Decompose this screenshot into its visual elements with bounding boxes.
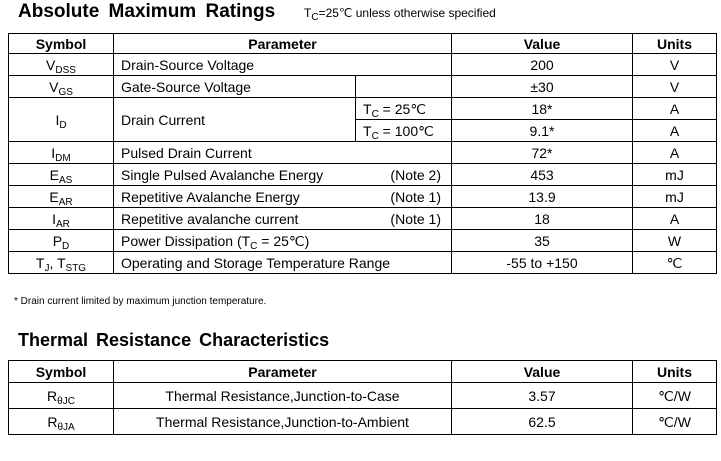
- symbol-cell: TJ, TSTG: [8, 251, 114, 274]
- symbol-cell: IAR: [8, 207, 114, 230]
- parameter-cell: Thermal Resistance,Junction-to-Ambient: [113, 408, 452, 435]
- symbol-cell: RθJA: [8, 408, 114, 435]
- units-header: Units: [632, 360, 717, 383]
- table-row: ID Drain Current TC = 25℃ 18* A: [8, 97, 717, 142]
- symbol-cell: EAR: [8, 185, 114, 208]
- value-cell: 72*: [451, 141, 633, 164]
- unit-cell: A: [632, 119, 717, 142]
- table-row: EAS Single Pulsed Avalanche Energy (Note …: [8, 163, 717, 186]
- unit-cell: A: [632, 207, 717, 230]
- symbol-cell: PD: [8, 229, 114, 252]
- symbol-cell: ID: [8, 97, 114, 142]
- parameter-cell: Operating and Storage Temperature Range: [113, 251, 452, 274]
- unit-cell: W: [632, 229, 717, 252]
- table-row: VGS Gate-Source Voltage ±30 V: [8, 75, 717, 98]
- unit-cell: A: [632, 141, 717, 164]
- unit-cell: ℃/W: [632, 408, 717, 435]
- unit-cell: A: [632, 97, 717, 120]
- parameter-cell: Power Dissipation (TC = 25℃): [113, 229, 452, 252]
- value-cell: 35: [451, 229, 633, 252]
- thermal-title: Thermal Resistance Characteristics: [18, 330, 330, 350]
- unit-cell: ℃: [632, 251, 717, 274]
- parameter-cell: Single Pulsed Avalanche Energy (Note 2): [113, 163, 452, 186]
- note-label: (Note 1): [390, 210, 441, 227]
- table-row: RθJC Thermal Resistance,Junction-to-Case…: [8, 382, 717, 409]
- parameter-header: Parameter: [113, 33, 452, 54]
- footnote: * Drain current limited by maximum junct…: [14, 296, 267, 307]
- unit-cell: mJ: [632, 163, 717, 186]
- table-header-row: Symbol Parameter Value Units: [8, 33, 717, 54]
- value-header: Value: [451, 360, 633, 383]
- ratings-condition: TC=25℃ unless otherwise specified: [304, 6, 496, 23]
- value-header: Value: [451, 33, 633, 54]
- parameter-header: Parameter: [113, 360, 452, 383]
- table-row: EAR Repetitive Avalanche Energy (Note 1) …: [8, 185, 717, 208]
- value-cell: 62.5: [451, 408, 633, 435]
- value-cell: -55 to +150: [451, 251, 633, 274]
- symbol-cell: VGS: [8, 75, 114, 98]
- table-header-row: Symbol Parameter Value Units: [8, 360, 717, 383]
- parameter-cell: Drain Current: [113, 97, 356, 142]
- unit-cell: ℃/W: [632, 382, 717, 409]
- symbol-cell: IDM: [8, 141, 114, 164]
- symbol-cell: VDSS: [8, 53, 114, 76]
- thermal-resistance-table: Symbol Parameter Value Units RθJC Therma…: [8, 360, 717, 435]
- symbol-cell: RθJC: [8, 382, 114, 409]
- condition-cell: TC = 100℃: [355, 119, 452, 142]
- unit-cell: V: [632, 53, 717, 76]
- table-row: RθJA Thermal Resistance,Junction-to-Ambi…: [8, 408, 717, 435]
- table-row: TC = 100℃ 9.1* A: [9, 119, 717, 142]
- symbol-cell: EAS: [8, 163, 114, 186]
- condition-cell: [355, 75, 452, 98]
- parameter-cell: Gate-Source Voltage: [113, 75, 356, 98]
- value-cell: 18*: [451, 97, 633, 120]
- symbol-header: Symbol: [8, 360, 114, 383]
- value-cell: ±30: [451, 75, 633, 98]
- parameter-cell: Thermal Resistance,Junction-to-Case: [113, 382, 452, 409]
- note-label: (Note 2): [390, 166, 441, 183]
- absolute-maximum-ratings-table: Symbol Parameter Value Units VDSS Drain-…: [8, 33, 717, 274]
- value-cell: 200: [451, 53, 633, 76]
- value-cell: 9.1*: [451, 119, 633, 142]
- parameter-cell: Pulsed Drain Current: [113, 141, 452, 164]
- unit-cell: mJ: [632, 185, 717, 208]
- parameter-cell: Repetitive avalanche current (Note 1): [113, 207, 452, 230]
- units-header: Units: [632, 33, 717, 54]
- symbol-header: Symbol: [8, 33, 114, 54]
- table-row: IDM Pulsed Drain Current 72* A: [8, 141, 717, 164]
- value-cell: 18: [451, 207, 633, 230]
- value-cell: 3.57: [451, 382, 633, 409]
- value-cell: 13.9: [451, 185, 633, 208]
- condition-cell: TC = 25℃: [355, 97, 452, 120]
- table-row: PD Power Dissipation (TC = 25℃) 35 W: [8, 229, 717, 252]
- parameter-cell: Drain-Source Voltage: [113, 53, 452, 76]
- table-row: IAR Repetitive avalanche current (Note 1)…: [8, 207, 717, 230]
- table-row: TJ, TSTG Operating and Storage Temperatu…: [8, 251, 717, 274]
- unit-cell: V: [632, 75, 717, 98]
- value-cell: 453: [451, 163, 633, 186]
- table-row: VDSS Drain-Source Voltage 200 V: [8, 53, 717, 76]
- note-label: (Note 1): [390, 188, 441, 205]
- ratings-title: Absolute Maximum Ratings: [18, 1, 276, 22]
- parameter-cell: Repetitive Avalanche Energy (Note 1): [113, 185, 452, 208]
